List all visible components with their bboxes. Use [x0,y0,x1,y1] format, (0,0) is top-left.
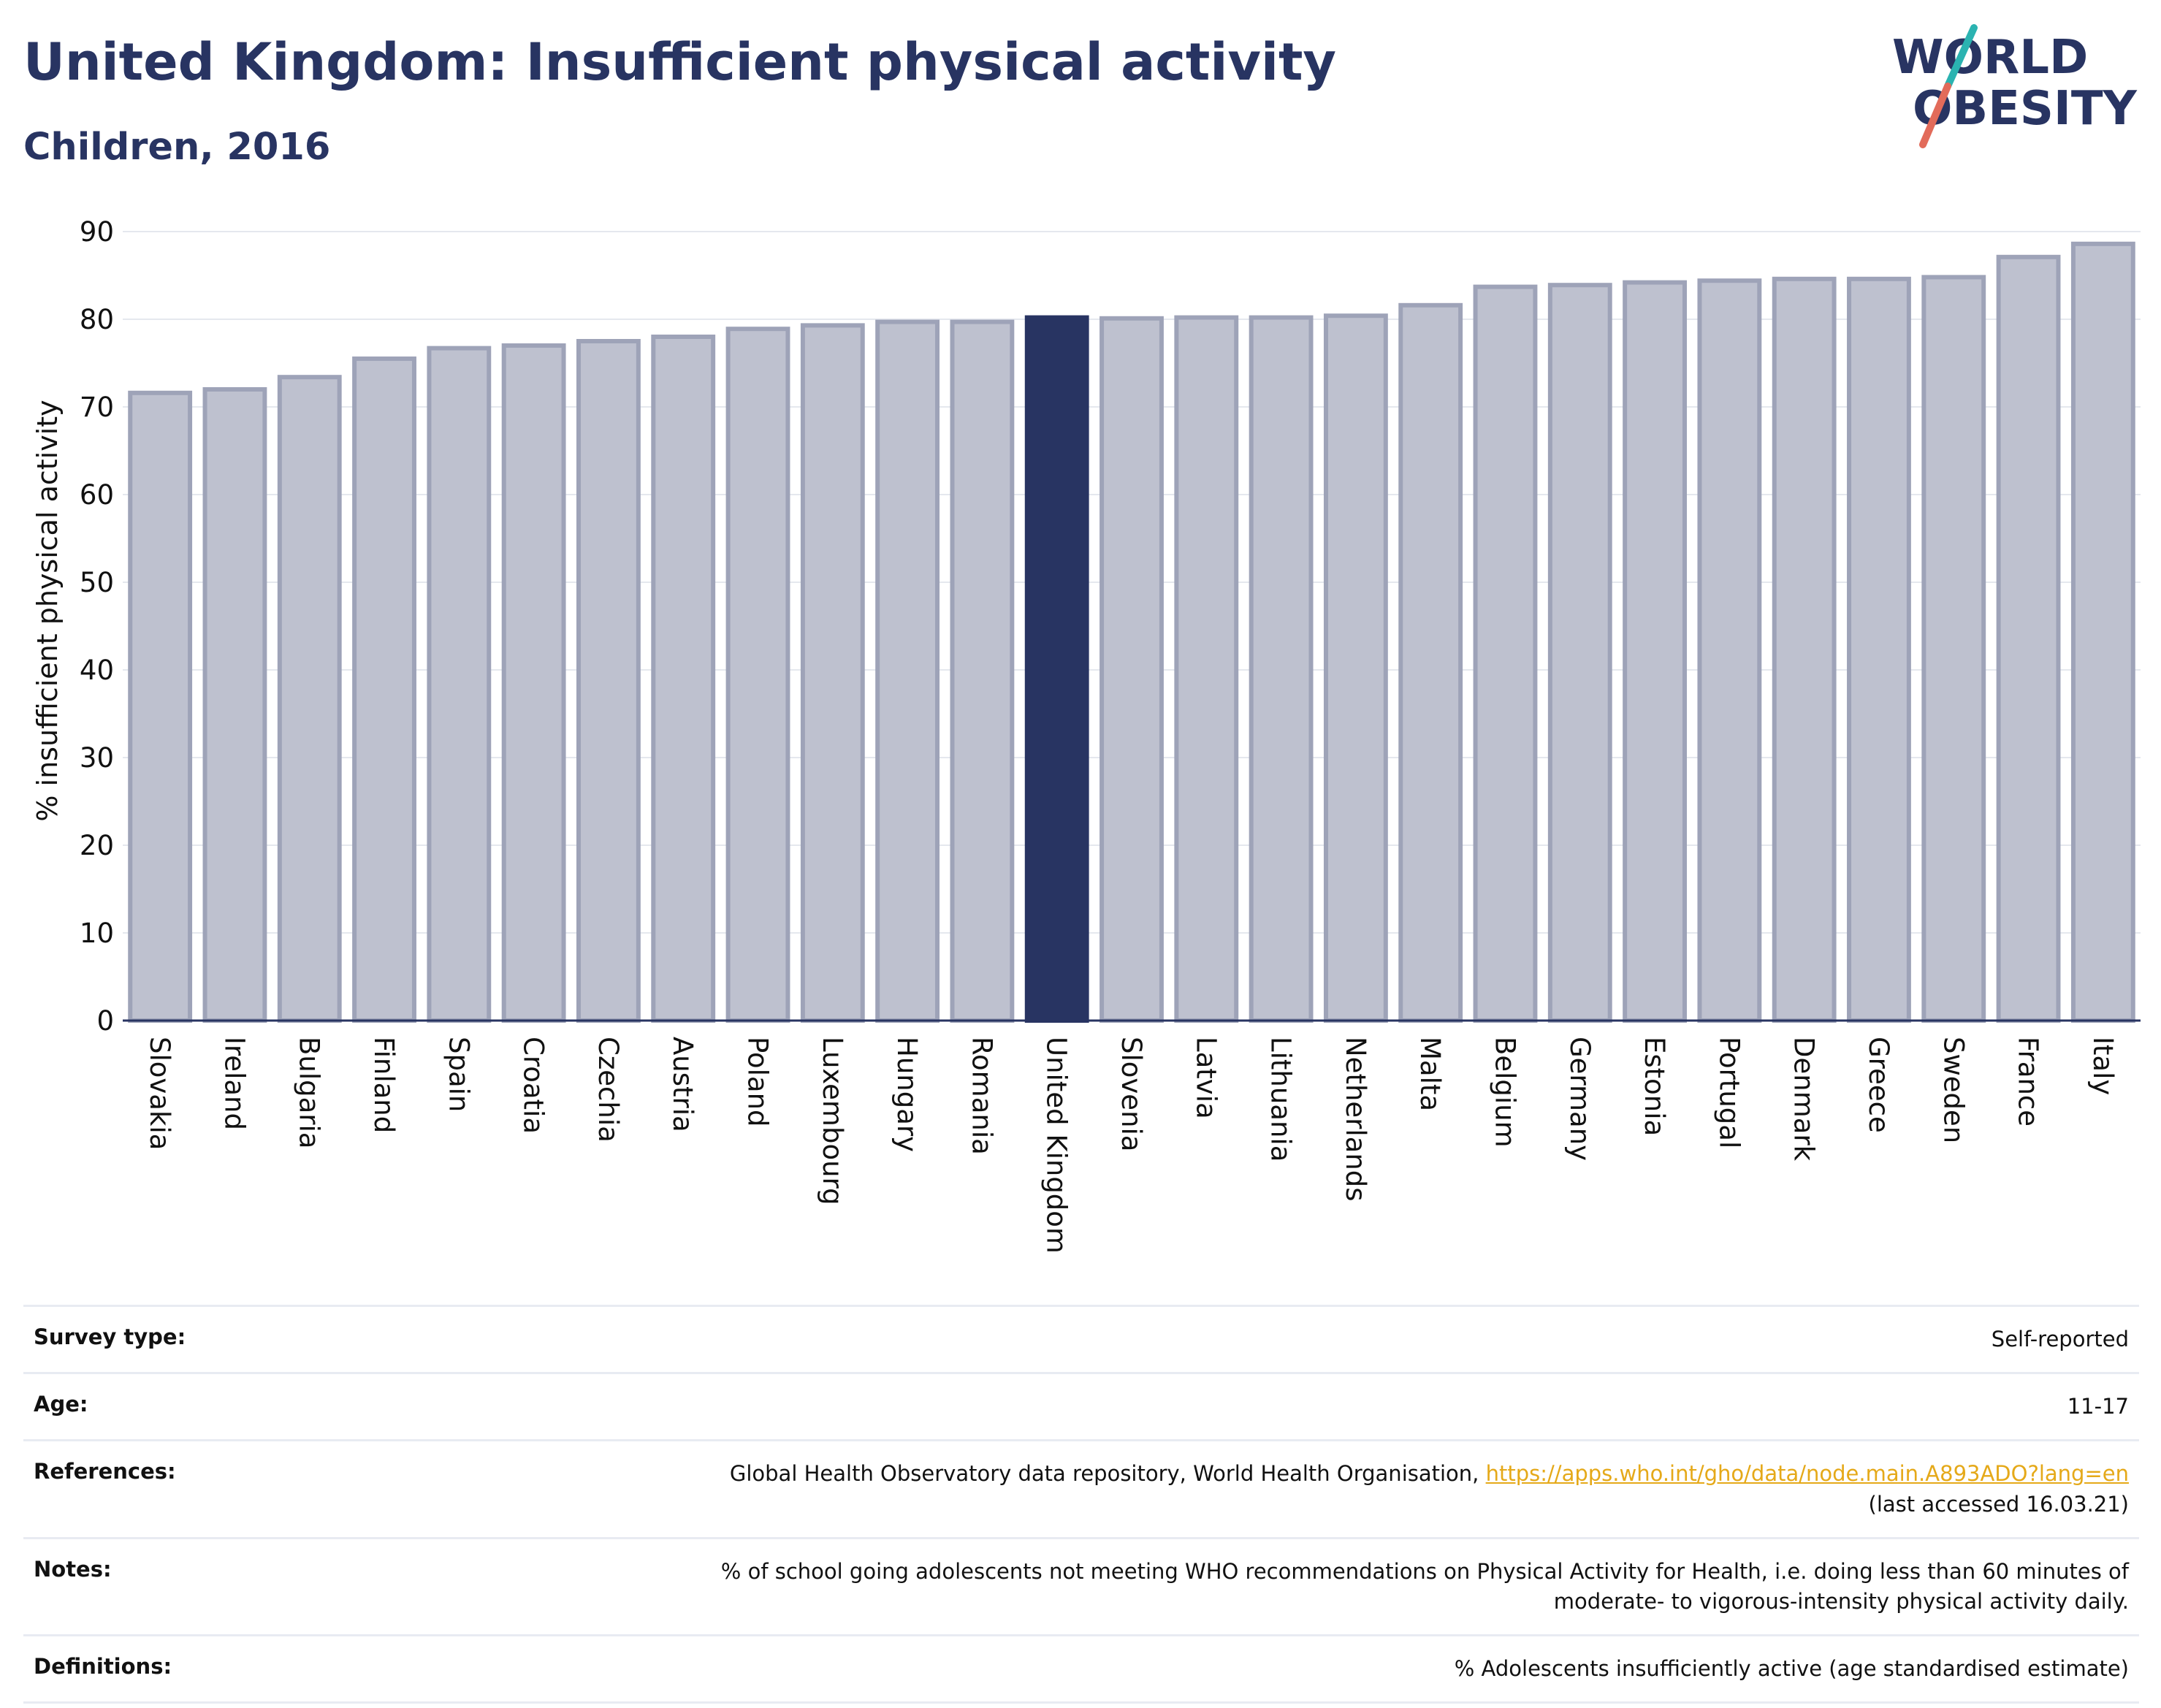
bar-germany [1547,283,1612,1023]
x-axis-ticks: Slovakia Ireland Bulgaria Finland Spain Croat… [144,1037,2119,1254]
bar-united-kingdom [1024,315,1089,1023]
bar-estonia [1623,280,1687,1023]
x-tick-label: Malta [1414,1037,1446,1111]
bar-slovakia [128,390,193,1023]
x-tick-label: Portugal [1713,1037,1745,1148]
y-tick-label: 40 [80,655,114,686]
note-label: References: [34,1459,176,1484]
bar-hungary [875,319,940,1023]
bar-finland [352,357,416,1023]
x-tick-label: Belgium [1489,1037,1520,1148]
note-label: Age: [34,1392,88,1417]
notes-table: Survey type: Self-reported Age: 11-17 Re… [23,1305,2139,1704]
bar-luxembourg [800,323,865,1023]
note-value: % Adolescents insufficiently active (age… [1454,1656,2129,1682]
note-value: Self-reported [1991,1327,2129,1351]
bar-malta [1398,302,1463,1023]
y-axis-ticks: 0 10 20 30 40 50 60 70 80 90 [80,216,114,1037]
logo-slash-top [1944,24,1978,90]
x-tick-label: Finland [368,1037,400,1133]
y-axis-label: % insufficient physical activity [31,400,64,821]
x-tick-label: Croatia [518,1037,549,1134]
x-tick-label: Sweden [1937,1037,1969,1143]
y-tick-label: 0 [96,1005,114,1037]
x-tick-label: Czechia [592,1037,624,1143]
logo-slash-bottom [1919,83,1951,148]
y-tick-label: 80 [80,304,114,335]
y-tick-label: 30 [80,742,114,774]
bar-chart: 0 10 20 30 40 50 60 70 80 90 Slovakia Ireland Bulga… [31,216,2141,1254]
bar-greece [1847,276,1911,1023]
y-tick-label: 50 [80,567,114,598]
x-tick-label: Austria [667,1037,698,1132]
x-tick-label: Bulgaria [294,1037,325,1148]
note-row-notes: Notes: % of school going adolescents not… [23,1536,2139,1634]
bars [128,241,2135,1023]
chart-subtitle: Children, 2016 [23,126,331,169]
bar-czechia [576,339,641,1023]
x-tick-label: Poland [742,1037,774,1127]
x-tick-label: Slovenia [1116,1037,1147,1151]
reference-text: Global Health Observatory data repositor… [729,1461,1479,1487]
x-tick-label: Estonia [1639,1037,1670,1136]
x-tick-label: Greece [1863,1037,1894,1133]
y-tick-label: 90 [80,216,114,248]
note-label: Definitions: [34,1654,172,1680]
reference-link[interactable]: https://apps.who.int/gho/data/node.main.… [1485,1461,2129,1487]
bar-italy [2070,241,2135,1023]
bar-latvia [1174,315,1239,1023]
bar-portugal [1697,278,1762,1023]
x-tick-label: Denmark [1788,1037,1820,1162]
note-value: Global Health Observatory data repositor… [205,1459,2129,1519]
bar-spain [427,346,492,1023]
note-label: Survey type: [34,1324,186,1349]
x-tick-label: Slovakia [144,1037,175,1150]
x-tick-label: Lithuania [1265,1037,1297,1162]
bar-slovenia [1099,316,1164,1023]
bar-austria [651,335,716,1023]
bar-lithuania [1249,315,1314,1023]
note-row-definitions: Definitions: % Adolescents insufficientl… [23,1634,2139,1704]
x-tick-label: Netherlands [1340,1037,1371,1202]
x-tick-label: Hungary [891,1037,923,1152]
x-tick-label: United Kingdom [1041,1037,1072,1254]
x-tick-label: Romania [966,1037,997,1155]
bar-sweden [1921,275,1986,1023]
note-value: 11-17 [2067,1394,2129,1419]
bar-france [1996,254,2061,1023]
note-row-references: References: Global Health Observatory da… [23,1439,2139,1536]
x-tick-label: Luxembourg [817,1037,848,1205]
x-tick-label: Germany [1564,1037,1596,1161]
bar-romania [950,319,1015,1023]
note-row-survey-type: Survey type: Self-reported [23,1305,2139,1372]
note-label: Notes: [34,1556,112,1582]
note-value: % of school going adolescents not meetin… [141,1557,2129,1617]
note-text-line2: moderate- to vigorous-intensity physical… [1553,1588,2129,1614]
x-tick-label: Ireland [218,1037,250,1130]
bar-denmark [1772,276,1837,1023]
bar-belgium [1473,284,1538,1023]
y-tick-label: 70 [80,392,114,423]
x-tick-label: France [2013,1037,2044,1126]
logo-text-obesity: OBESITY [1913,82,2137,136]
y-tick-label: 20 [80,830,114,861]
world-obesity-logo: WORLD OBESITY [1892,24,2137,148]
y-tick-label: 10 [80,918,114,949]
note-text-line1: % of school going adolescents not meetin… [720,1558,2129,1584]
bar-ireland [202,387,267,1023]
bar-croatia [501,343,566,1023]
reference-accessed: (last accessed 16.03.21) [1868,1491,2129,1517]
bar-bulgaria [277,375,342,1023]
y-tick-label: 60 [80,479,114,511]
bar-poland [725,327,790,1023]
chart-title: United Kingdom: Insufficient physical ac… [23,32,1337,92]
bar-netherlands [1323,313,1388,1023]
x-tick-label: Italy [2087,1037,2119,1095]
logo-text-world: WORLD [1892,31,2088,85]
note-row-age: Age: 11-17 [23,1372,2139,1439]
x-tick-label: Spain [443,1037,474,1112]
x-tick-label: Latvia [1190,1037,1221,1119]
